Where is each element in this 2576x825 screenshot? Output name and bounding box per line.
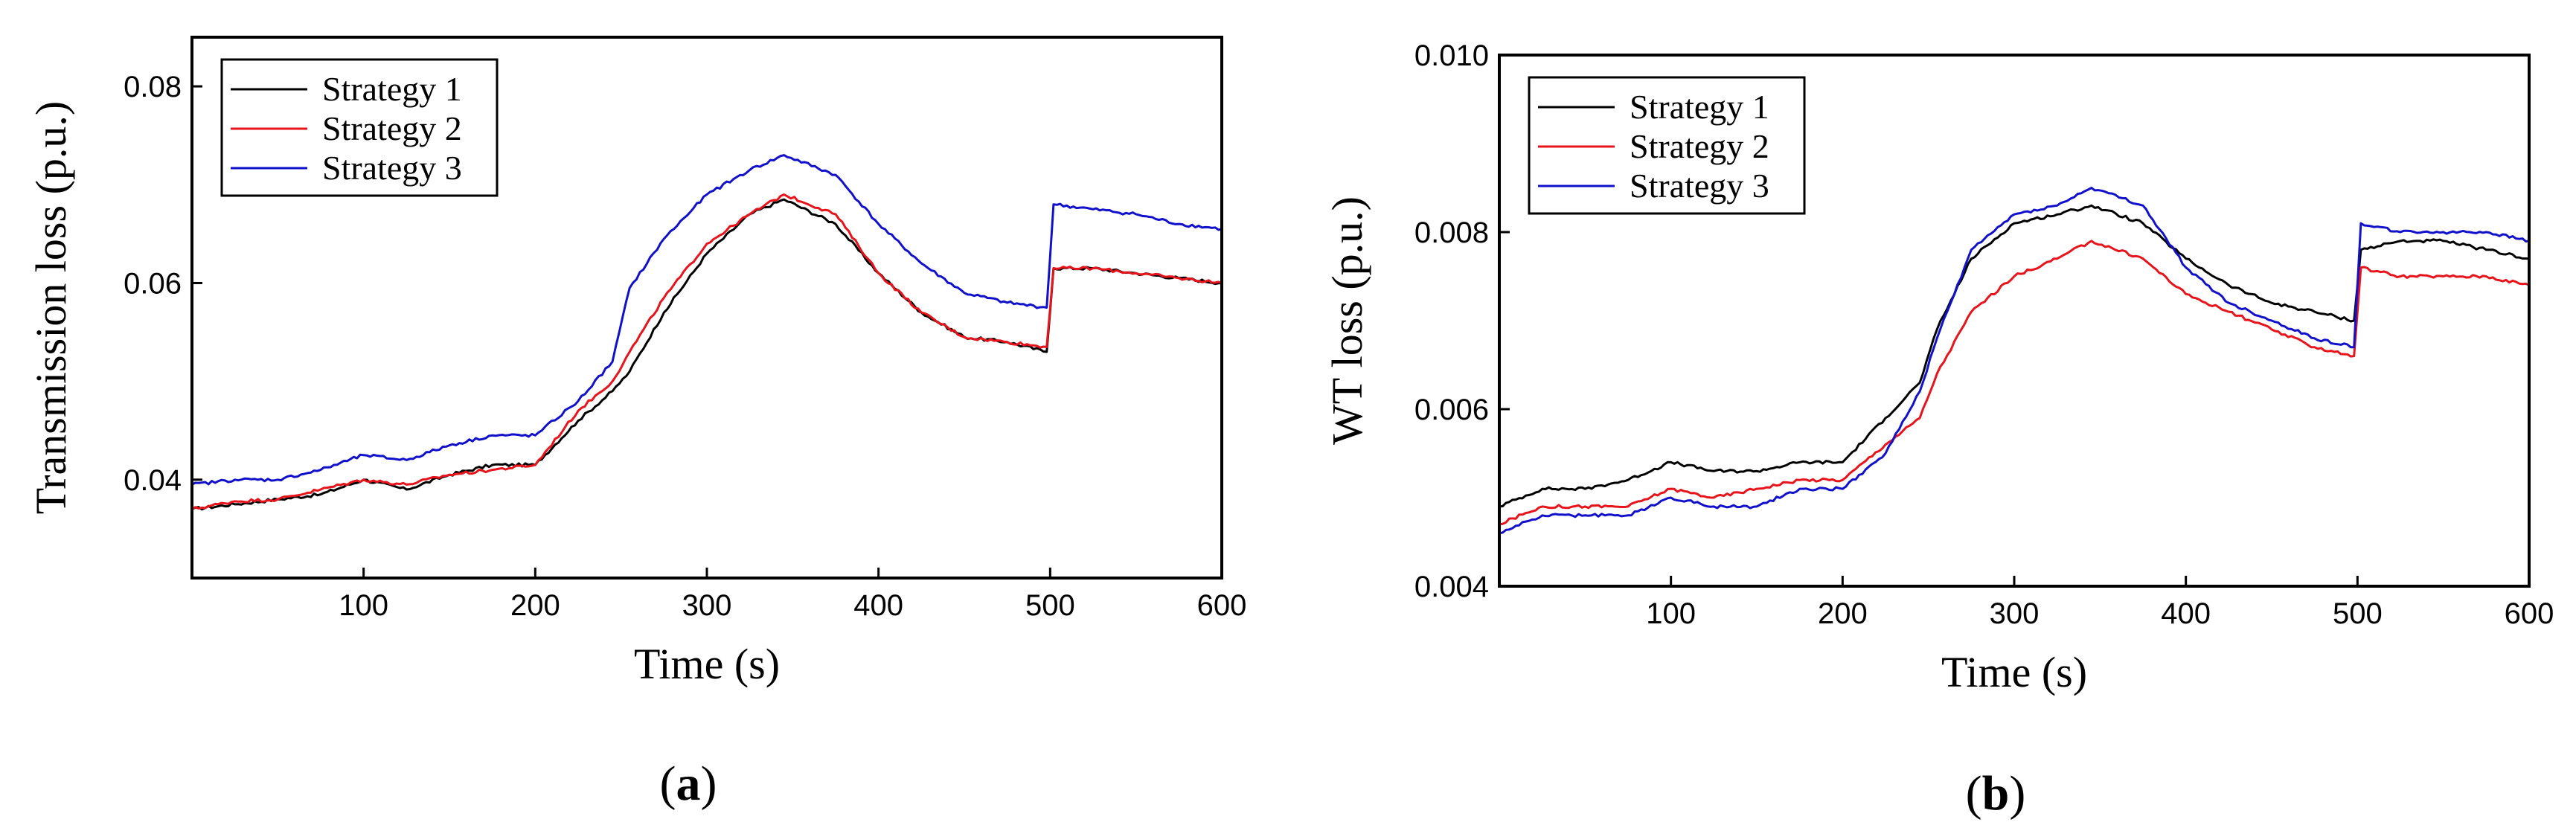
chart-b-y-tick-label: 0.010 — [1414, 39, 1489, 72]
chart-a-ticks: 100 200 300 400 500 600 0.04 0.06 0.08 — [124, 71, 1246, 622]
chart-b-panel-label: (b) — [1966, 766, 2026, 821]
chart-b-legend-label: Strategy 1 — [1630, 88, 1769, 126]
chart-a-x-tick-label: 600 — [1197, 589, 1247, 622]
chart-b-legend-label: Strategy 2 — [1630, 127, 1769, 165]
chart-b-x-tick-label: 200 — [1818, 597, 1868, 630]
chart-a-x-tick-label: 300 — [682, 589, 732, 622]
chart-a-y-tick-label: 0.08 — [124, 71, 182, 103]
chart-b-y-tick-label: 0.004 — [1414, 571, 1489, 603]
chart-a-series-line-1 — [191, 198, 1223, 511]
chart-b-x-tick-label: 500 — [2333, 597, 2383, 630]
chart-b-y-tick-label: 0.006 — [1414, 394, 1489, 426]
chart-b-x-tick-label: 300 — [1990, 597, 2040, 630]
chart-b-x-tick-label: 400 — [2161, 597, 2211, 630]
chart-b-x-tick-label: 600 — [2505, 597, 2554, 630]
chart-b: 100 200 300 400 500 600 0.004 0.006 0.008 0.010 T… — [1323, 39, 2554, 821]
chart-a-legend-label: Strategy 2 — [322, 109, 462, 147]
chart-a-y-axis-label: Transmission loss (p.u.) — [27, 101, 75, 514]
chart-a-panel-label: (a) — [660, 757, 717, 811]
chart-a-series-line-3 — [191, 154, 1223, 486]
chart-a-x-tick-label: 100 — [339, 589, 388, 622]
chart-b-x-tick-label: 100 — [1646, 597, 1696, 630]
chart-a-x-axis-label: Time (s) — [634, 640, 780, 688]
chart-a-series-line-2 — [191, 193, 1223, 510]
chart-b-series-line-2 — [1499, 240, 2530, 526]
chart-b-x-axis-label: Time (s) — [1941, 648, 2087, 696]
chart-b-y-tick-label: 0.008 — [1414, 216, 1489, 249]
chart-a-x-tick-label: 500 — [1025, 589, 1075, 622]
chart-a-y-tick-label: 0.06 — [124, 267, 182, 300]
chart-b-legend-label: Strategy 3 — [1630, 167, 1769, 205]
chart-b-series-line-1 — [1499, 204, 2530, 508]
chart-a-x-tick-label: 400 — [853, 589, 903, 622]
chart-a-series-group — [191, 154, 1223, 511]
chart-a-legend-label: Strategy 3 — [322, 149, 462, 187]
chart-b-y-axis-label: WT loss (p.u.) — [1323, 196, 1371, 445]
chart-a-y-tick-label: 0.04 — [124, 464, 182, 497]
chart-b-series-group — [1499, 187, 2530, 535]
chart-b-ticks: 100 200 300 400 500 600 0.004 0.006 0.008 0.010 — [1414, 39, 2554, 630]
chart-a-x-tick-label: 200 — [510, 589, 560, 622]
chart-a-legend-label: Strategy 1 — [322, 70, 462, 108]
chart-b-series-line-3 — [1499, 187, 2530, 535]
